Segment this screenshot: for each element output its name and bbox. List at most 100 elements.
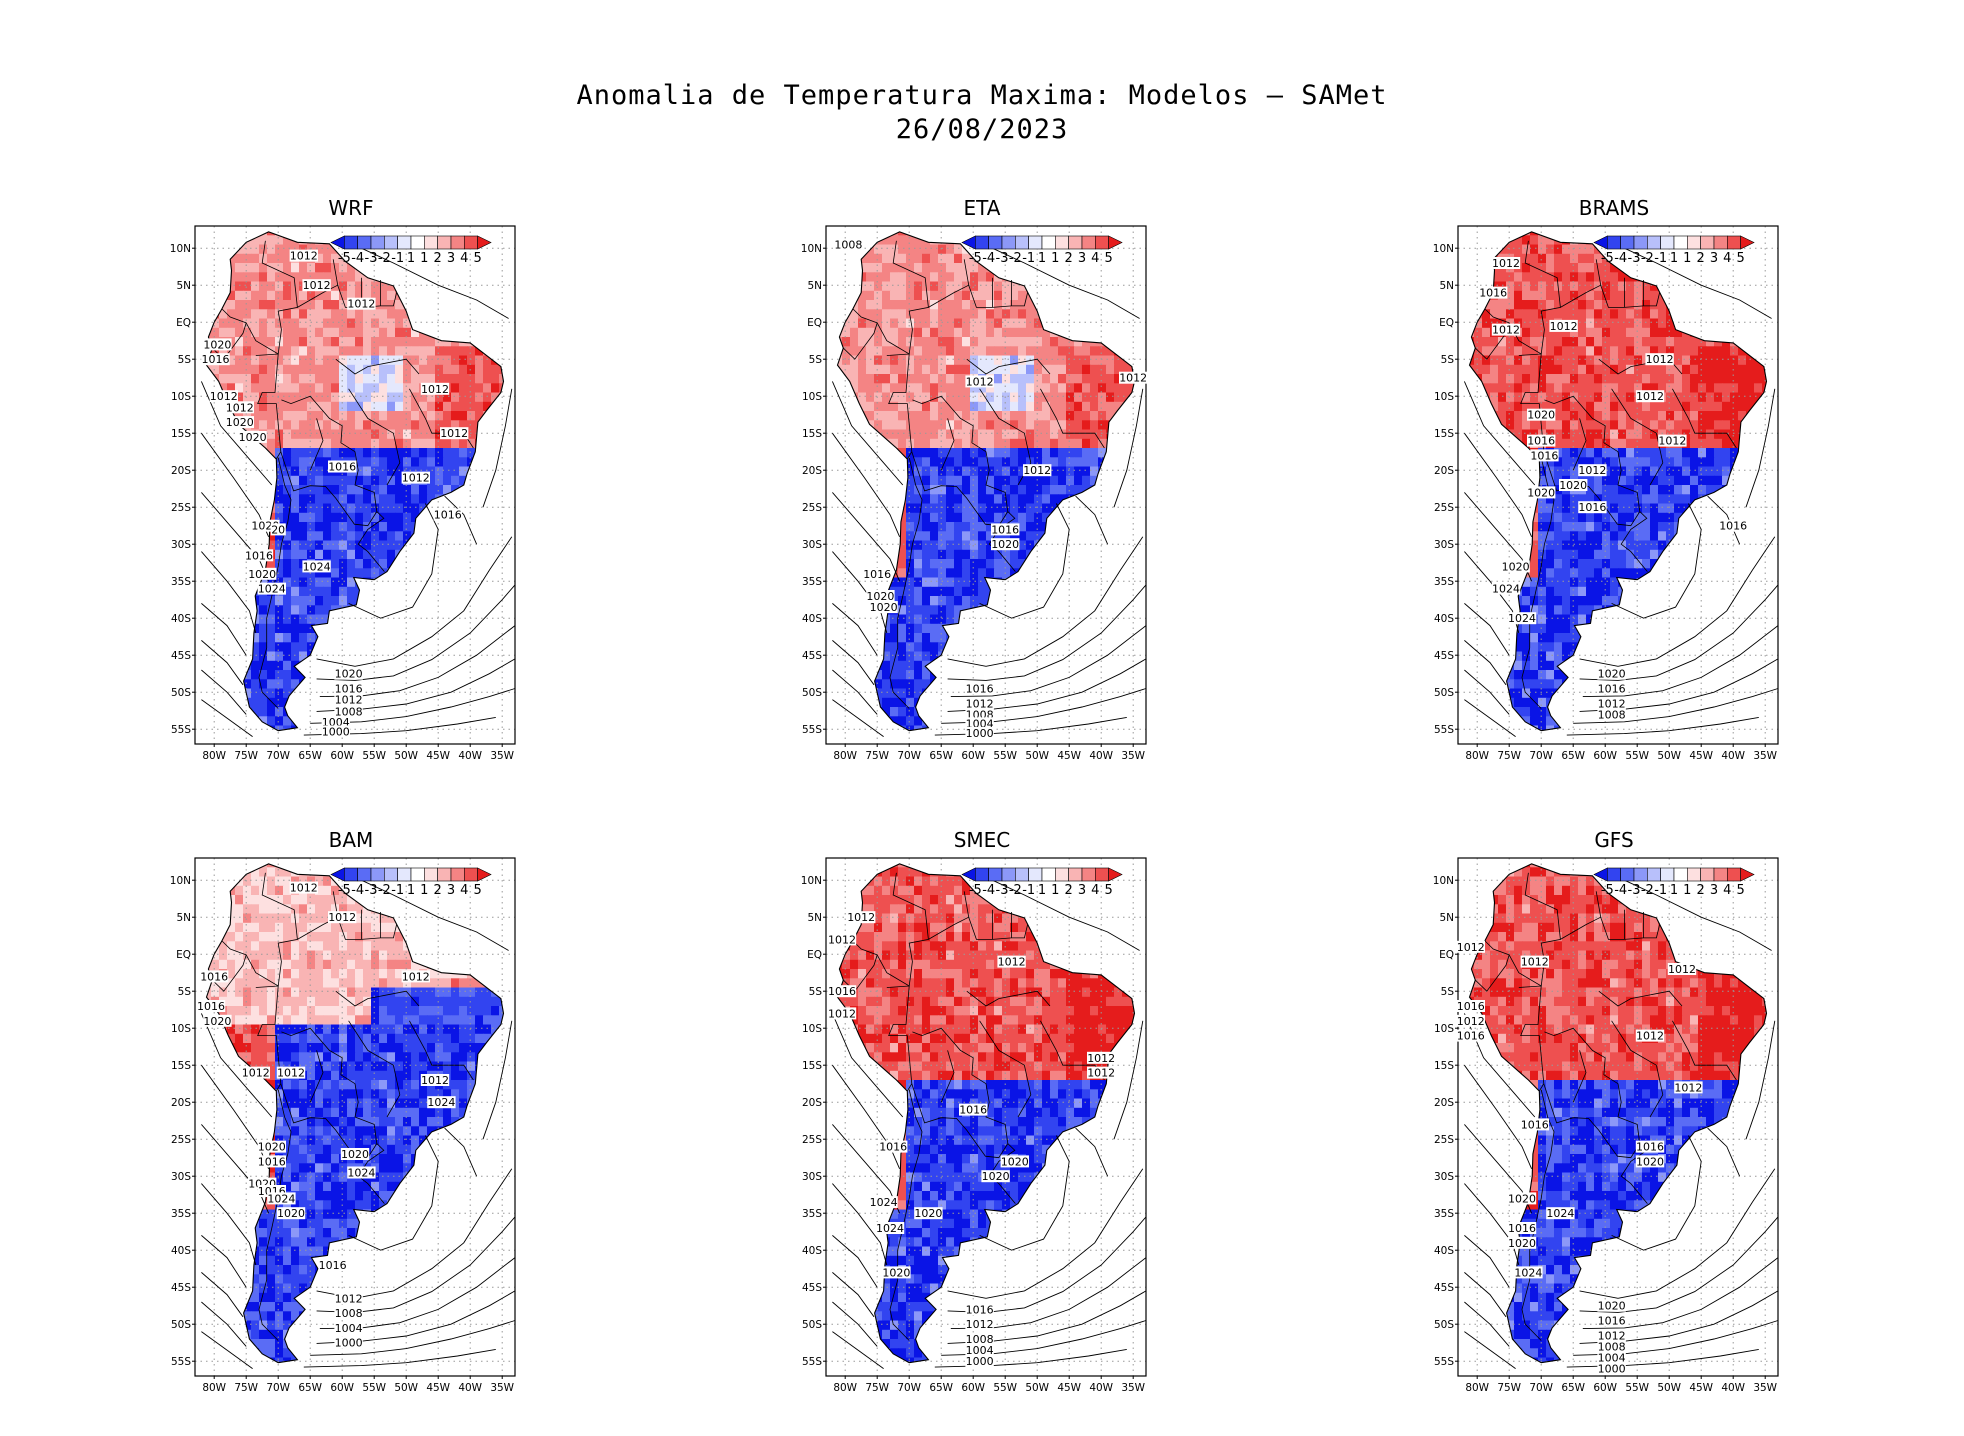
anomaly-cell: [411, 559, 420, 569]
anomaly-cell: [1082, 623, 1091, 634]
anomaly-cell: [283, 309, 292, 320]
anomaly-cell: [499, 642, 504, 653]
anomaly-cell: [1714, 231, 1723, 236]
anomaly-cell: [363, 355, 372, 366]
colorbar-swatch: [1068, 235, 1083, 250]
anomaly-cell: [922, 457, 931, 468]
anomaly-cell: [922, 327, 931, 338]
anomaly-cell: [1034, 512, 1043, 523]
anomaly-cell: [994, 735, 1003, 745]
anomaly-cell: [938, 716, 947, 727]
colorbar-swatch: [357, 235, 372, 250]
anomaly-cell: [395, 725, 404, 731]
anomaly-cell: [435, 401, 444, 412]
anomaly-cell: [235, 263, 244, 273]
anomaly-cell: [1034, 411, 1043, 421]
anomaly-cell: [1018, 457, 1027, 468]
anomaly-cell: [307, 605, 316, 616]
anomaly-cell: [1130, 735, 1139, 745]
anomaly-cell: [1042, 401, 1051, 412]
anomaly-cell: [227, 707, 236, 717]
anomaly-cell: [938, 327, 947, 338]
anomaly-cell: [195, 689, 204, 699]
anomaly-cell: [1018, 577, 1027, 588]
anomaly-cell: [994, 466, 1003, 477]
anomaly-cell: [850, 300, 859, 310]
anomaly-cell: [507, 559, 516, 569]
anomaly-cell: [491, 383, 500, 394]
anomaly-cell: [411, 290, 420, 301]
anomaly-cell: [954, 660, 963, 671]
anomaly-cell: [195, 605, 204, 615]
anomaly-cell: [395, 383, 404, 394]
anomaly-cell: [235, 633, 244, 643]
anomaly-cell: [1026, 272, 1035, 283]
anomaly-cell: [227, 235, 236, 246]
anomaly-cell: [299, 429, 308, 440]
anomaly-cell: [195, 309, 204, 319]
anomaly-cell: [1082, 512, 1091, 523]
anomaly-cell: [291, 697, 300, 708]
anomaly-cell: [355, 337, 364, 347]
anomaly-cell: [1050, 503, 1059, 514]
anomaly-cell: [491, 540, 500, 551]
anomaly-cell: [1058, 318, 1067, 329]
anomaly-cell: [962, 383, 971, 394]
anomaly-cell: [387, 401, 396, 412]
anomaly-cell: [251, 697, 260, 708]
anomaly-cell: [427, 355, 436, 366]
anomaly-cell: [219, 642, 228, 653]
anomaly-cell: [1058, 374, 1067, 384]
anomaly-cell: [206, 503, 212, 514]
lat-tick-label: 45S: [802, 650, 822, 662]
anomaly-cell: [962, 540, 971, 551]
anomaly-cell: [954, 429, 963, 440]
anomaly-cell: [507, 263, 516, 273]
anomaly-cell: [267, 679, 276, 690]
anomaly-cell: [1106, 281, 1115, 292]
anomaly-cell: [1138, 272, 1147, 282]
anomaly-cell: [906, 642, 915, 653]
anomaly-cell: [962, 559, 971, 569]
anomaly-cell: [1098, 475, 1107, 486]
anomaly-cell: [363, 438, 372, 449]
colorbar-swatch: [477, 235, 492, 250]
anomaly-cell: [1122, 512, 1131, 523]
anomaly-cell: [339, 263, 348, 273]
anomaly-cell: [1002, 300, 1011, 310]
anomaly-cell: [299, 623, 308, 634]
lat-tick-label: 10S: [802, 391, 822, 403]
lat-tick-label: EQ: [807, 317, 822, 329]
anomaly-cell: [1074, 475, 1083, 486]
anomaly-cell: [898, 231, 907, 236]
anomaly-cell: [1138, 698, 1147, 708]
anomaly-cell: [499, 596, 504, 606]
anomaly-cell: [219, 438, 228, 449]
anomaly-cell: [451, 346, 460, 357]
anomaly-cell: [962, 614, 971, 625]
anomaly-cell: [235, 577, 244, 588]
anomaly-cell: [379, 300, 388, 310]
anomaly-cell: [411, 327, 420, 338]
anomaly-cell: [858, 346, 867, 357]
anomaly-cell: [1114, 318, 1123, 329]
anomaly-cell: [1090, 503, 1099, 514]
anomaly-cell: [507, 735, 516, 745]
anomaly-cell: [403, 438, 412, 449]
anomaly-cell: [355, 651, 364, 662]
anomaly-cell: [379, 337, 388, 347]
anomaly-cell: [235, 272, 244, 283]
anomaly-cell: [419, 374, 428, 384]
lat-tick-label: 25S: [802, 502, 822, 514]
anomaly-cell: [826, 679, 835, 689]
anomaly-cell: [507, 596, 516, 606]
lat-tick-label: 55S: [802, 724, 822, 736]
anomaly-cell: [459, 272, 468, 283]
anomaly-cell: [299, 309, 308, 320]
anomaly-cell: [275, 670, 284, 680]
anomaly-cell: [1018, 688, 1027, 699]
anomaly-cell: [219, 364, 228, 375]
anomaly-cell: [930, 688, 939, 699]
anomaly-cell: [930, 309, 939, 320]
anomaly-cell: [1130, 337, 1135, 347]
